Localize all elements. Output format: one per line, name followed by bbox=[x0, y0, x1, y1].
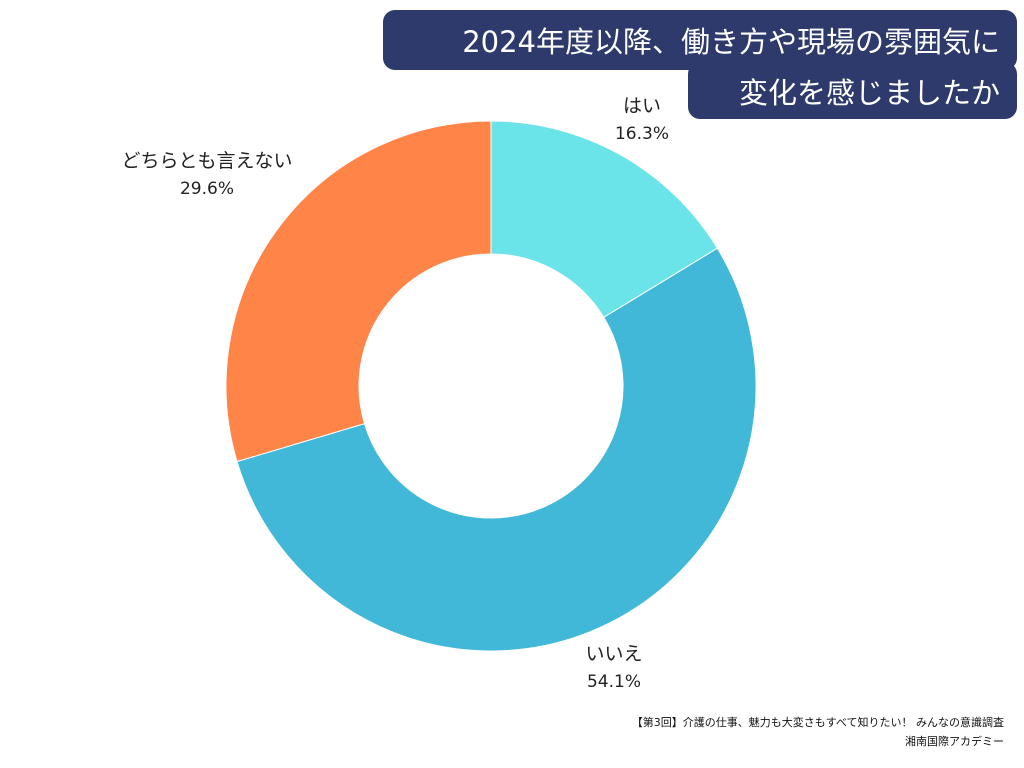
slice-iie bbox=[236, 247, 757, 652]
title-box-line-2 bbox=[688, 62, 1017, 119]
slice-value-iie: 54.1% bbox=[587, 672, 641, 692]
source-line-2: 湘南国際アカデミー bbox=[905, 734, 1004, 748]
slice-label-neither: どちらとも言えない bbox=[121, 150, 292, 172]
slice-value-neither: 29.6% bbox=[180, 179, 234, 199]
slice-neither bbox=[225, 120, 492, 463]
source-line-1: 【第3回】介護の仕事、魅力も大変さもすべて知りたい！ みんなの意識調査 bbox=[632, 715, 1004, 729]
slice-hai bbox=[490, 120, 719, 319]
donut-slices bbox=[225, 120, 757, 652]
title-badge: 2024年度以降、働き方や現場の雰囲気に 変化を感じましたか bbox=[383, 10, 1017, 119]
slice-label-hai: はい bbox=[623, 95, 661, 117]
title-box-line-1 bbox=[383, 10, 1017, 70]
slice-label-iie: いいえ bbox=[585, 643, 642, 665]
slice-value-hai: 16.3% bbox=[615, 124, 669, 144]
slice-labels: はい 16.3% いいえ 54.1% どちらとも言えない 29.6% bbox=[121, 95, 669, 692]
chart-title-line-2: 変化を感じましたか bbox=[739, 76, 1000, 110]
chart-title-line-1: 2024年度以降、働き方や現場の雰囲気に bbox=[462, 25, 1000, 59]
source-footer: 【第3回】介護の仕事、魅力も大変さもすべて知りたい！ みんなの意識調査 湘南国際… bbox=[632, 715, 1004, 748]
